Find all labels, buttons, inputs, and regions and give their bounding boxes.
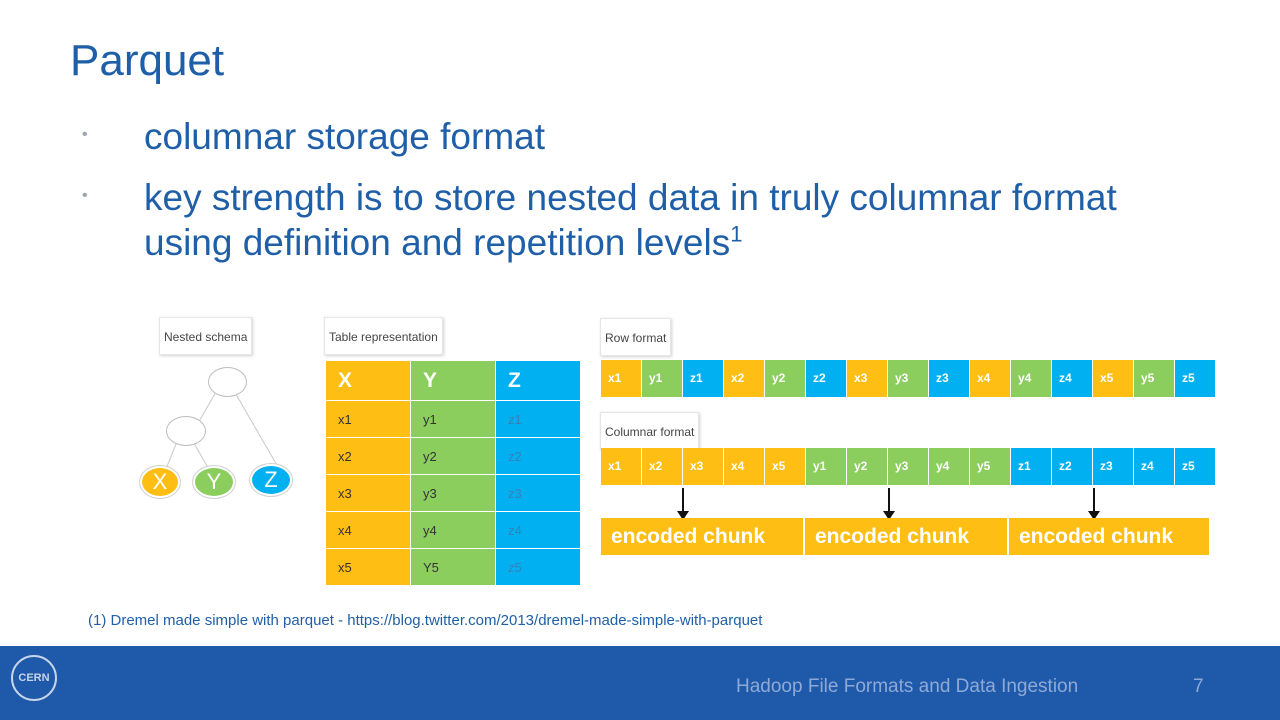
bullet-2-body: key strength is to store nested data in … xyxy=(144,177,1117,263)
row-format-cell: z4 xyxy=(1052,360,1093,397)
row-format-cell: y5 xyxy=(1134,360,1175,397)
bullet-1-text: columnar storage format xyxy=(144,116,546,157)
row-format-strip: x1 y1 z1 x2 y2 z2 x3 y3 z3 x4 y4 z4 x5 y… xyxy=(601,360,1216,397)
tree-leaf-z: Z xyxy=(250,464,292,496)
table-cell: z3 xyxy=(495,474,581,512)
columnar-format-cell: x1 xyxy=(601,448,642,485)
table-row: x3 y3 z3 xyxy=(325,474,581,512)
row-format-cell: z2 xyxy=(806,360,847,397)
row-format-cell: y4 xyxy=(1011,360,1052,397)
table-row: x5 Y5 z5 xyxy=(325,548,581,586)
encoded-chunk: encoded chunk xyxy=(601,518,805,555)
columnar-format-cell: y5 xyxy=(970,448,1011,485)
tree-inner-node xyxy=(166,416,206,446)
table-cell: y3 xyxy=(410,474,496,512)
columnar-format-label: Columnar format xyxy=(600,412,700,450)
table-cell: y1 xyxy=(410,400,496,438)
row-format-cell: x4 xyxy=(970,360,1011,397)
table-cell: z4 xyxy=(495,511,581,549)
table-cell: z2 xyxy=(495,437,581,475)
page-number: 7 xyxy=(1193,676,1204,697)
row-format-cell: z5 xyxy=(1175,360,1216,397)
table-header-y: Y xyxy=(410,360,496,401)
table-cell: x2 xyxy=(325,437,411,475)
slide-title: Parquet xyxy=(70,36,225,85)
columnar-format-cell: y3 xyxy=(888,448,929,485)
row-format-cell: x5 xyxy=(1093,360,1134,397)
cern-logo-icon: CERN xyxy=(11,655,57,701)
table-header-x: X xyxy=(325,360,411,401)
footnote: (1) Dremel made simple with parquet - ht… xyxy=(88,612,763,629)
row-format-cell: y3 xyxy=(888,360,929,397)
columnar-format-cell: z1 xyxy=(1011,448,1052,485)
columnar-format-strip: x1 x2 x3 x4 x5 y1 y2 y3 y4 y5 z1 z2 z3 z… xyxy=(601,448,1216,485)
table-row: x4 y4 z4 xyxy=(325,511,581,549)
encoded-chunks: encoded chunk encoded chunk encoded chun… xyxy=(601,518,1211,555)
down-arrow-icon xyxy=(883,488,895,520)
row-format-cell: y1 xyxy=(642,360,683,397)
table-cell: x1 xyxy=(325,400,411,438)
table-cell: z5 xyxy=(495,548,581,586)
row-format-cell: x2 xyxy=(724,360,765,397)
down-arrow-icon xyxy=(1088,488,1100,520)
columnar-format-cell: z3 xyxy=(1093,448,1134,485)
bullet-2-text: key strength is to store nested data in … xyxy=(144,175,1194,265)
table-cell: y4 xyxy=(410,511,496,549)
table-cell: z1 xyxy=(495,400,581,438)
columnar-format-cell: x2 xyxy=(642,448,683,485)
columnar-format-cell: x3 xyxy=(683,448,724,485)
tree-leaf-y: Y xyxy=(193,466,235,498)
columnar-format-cell: z5 xyxy=(1175,448,1216,485)
tree-leaf-x: X xyxy=(140,466,180,498)
tree-edge xyxy=(197,392,216,424)
row-format-cell: z3 xyxy=(929,360,970,397)
columnar-format-cell: y1 xyxy=(806,448,847,485)
table-header-row: X Y Z xyxy=(325,360,581,401)
table-cell: Y5 xyxy=(410,548,496,586)
table-row: x1 y1 z1 xyxy=(325,400,581,438)
columnar-format-cell: z4 xyxy=(1134,448,1175,485)
nested-schema-label: Nested schema xyxy=(159,317,253,355)
row-format-label: Row format xyxy=(600,318,672,356)
footnote-ref: 1 xyxy=(730,221,743,247)
encoded-chunk: encoded chunk xyxy=(805,518,1009,555)
table-cell: x5 xyxy=(325,548,411,586)
bullet-dot-icon: • xyxy=(82,187,88,204)
columnar-format-cell: y4 xyxy=(929,448,970,485)
slide-footer: CERN Hadoop File Formats and Data Ingest… xyxy=(0,646,1280,720)
table-header-z: Z xyxy=(495,360,581,401)
down-arrow-icon xyxy=(677,488,689,520)
row-format-cell: z1 xyxy=(683,360,724,397)
row-format-cell: x1 xyxy=(601,360,642,397)
table-cell: y2 xyxy=(410,437,496,475)
columnar-format-cell: x5 xyxy=(765,448,806,485)
tree-root-node xyxy=(208,367,247,397)
row-format-cell: x3 xyxy=(847,360,888,397)
tree-edge xyxy=(236,395,277,465)
row-format-cell: y2 xyxy=(765,360,806,397)
table-row: x2 y2 z2 xyxy=(325,437,581,475)
table-representation: X Y Z x1 y1 z1 x2 y2 z2 x3 y3 z3 x4 y4 z… xyxy=(325,360,581,586)
bullet-dot-icon: • xyxy=(82,126,88,143)
table-representation-label: Table representation xyxy=(324,317,443,355)
footer-title: Hadoop File Formats and Data Ingestion xyxy=(736,676,1079,697)
columnar-format-cell: z2 xyxy=(1052,448,1093,485)
table-cell: x3 xyxy=(325,474,411,512)
encoded-chunk: encoded chunk xyxy=(1009,518,1211,555)
table-cell: x4 xyxy=(325,511,411,549)
columnar-format-cell: x4 xyxy=(724,448,765,485)
columnar-format-cell: y2 xyxy=(847,448,888,485)
